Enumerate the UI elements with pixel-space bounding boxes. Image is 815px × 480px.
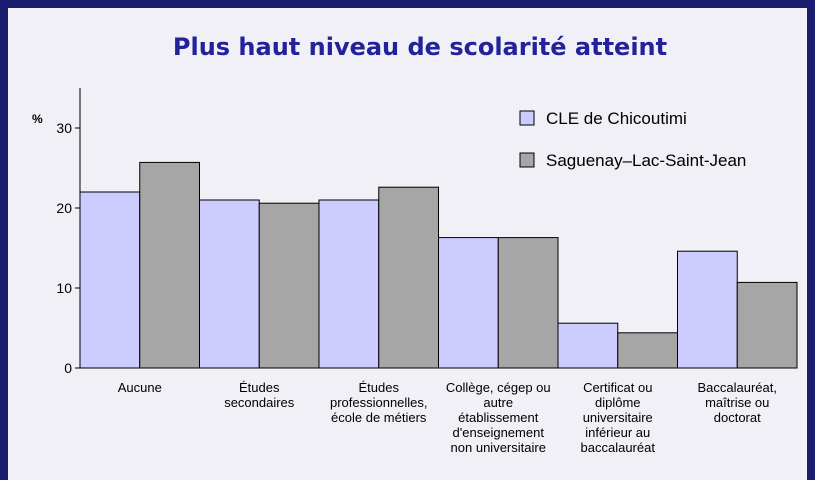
bar	[736, 281, 798, 369]
bar	[557, 322, 619, 369]
x-tick-label-line: non universitaire	[451, 440, 546, 455]
x-tick-label-line: maîtrise ou	[705, 395, 769, 410]
x-tick-label-line: école de métiers	[331, 410, 427, 425]
x-tick-label-line: autre	[483, 395, 513, 410]
x-tick-label-line: d'enseignement	[453, 425, 545, 440]
legend-swatch	[519, 110, 535, 126]
x-tick-label: Baccalauréat, maîtrise ou doctorat	[698, 380, 778, 425]
x-tick-label-line: Études	[359, 380, 400, 395]
bar	[438, 237, 499, 369]
chart-title: Plus haut niveau de scolarité atteint	[173, 33, 667, 61]
x-tick-label-line: diplôme	[595, 395, 641, 410]
x-tick-label-line: secondaires	[224, 395, 295, 410]
bar	[677, 250, 738, 369]
x-tick-label-line: doctorat	[714, 410, 761, 425]
x-tick-label-line: Baccalauréat,	[698, 380, 778, 395]
legend-label: Saguenay–Lac-Saint-Jean	[546, 151, 746, 170]
bar	[497, 237, 559, 369]
y-axis-label: %	[32, 112, 43, 126]
x-tick-label-line: universitaire	[583, 410, 653, 425]
x-tick-label: Études professionnelles, école de métiers	[330, 380, 428, 425]
bar	[139, 161, 200, 369]
y-tick-label: 30	[56, 120, 72, 136]
x-tick-label-line: inférieur au	[585, 425, 650, 440]
bar	[617, 332, 678, 369]
legend-label: CLE de Chicoutimi	[546, 109, 687, 128]
x-tick-label: Collège, cégep ou autre établissement d'ens…	[446, 380, 551, 455]
x-tick-label-line: Certificat ou	[583, 380, 652, 395]
legend-swatch	[519, 152, 535, 168]
y-tick-label: 10	[56, 280, 72, 296]
x-tick-label-line: Aucune	[118, 380, 162, 395]
y-tick-label: 20	[56, 200, 72, 216]
x-tick-label-line: Collège, cégep ou	[446, 380, 551, 395]
bar	[79, 191, 141, 369]
bar	[258, 202, 320, 369]
x-tick-label-line: baccalauréat	[581, 440, 656, 455]
x-tick-label: Aucune	[118, 380, 162, 395]
x-tick-label: Études secondaires	[224, 380, 295, 410]
x-tick-label-line: Études	[239, 380, 280, 395]
bar	[199, 199, 260, 369]
x-tick-label-line: établissement	[458, 410, 539, 425]
x-tick-label-line: professionnelles,	[330, 395, 428, 410]
x-tick-label: Certificat ou diplôme universitaire inférie…	[581, 380, 656, 455]
y-tick-label: 0	[64, 360, 72, 376]
bar	[378, 186, 439, 369]
bar	[318, 199, 380, 369]
